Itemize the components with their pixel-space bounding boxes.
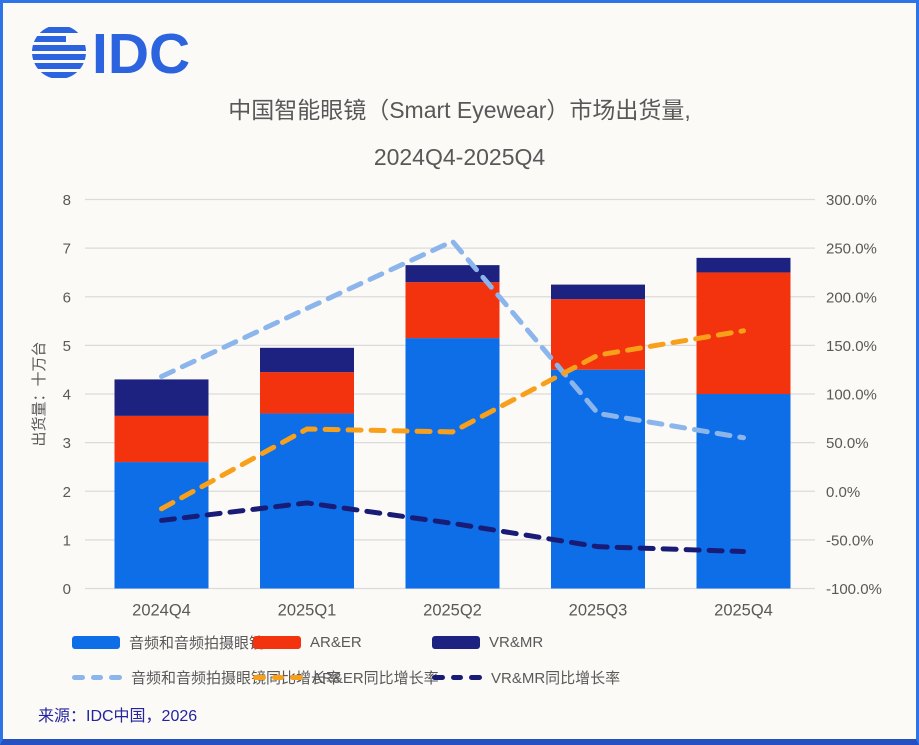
growth-line [159, 500, 746, 555]
left-axis-tick: 4 [63, 387, 71, 404]
bar-segment [551, 284, 645, 300]
legend-item: AR&ER同比增长率 [253, 667, 439, 688]
legend-label: 音频和音频拍摄眼镜 [129, 635, 265, 652]
legend-item: 音频和音频拍摄眼镜同比增长率 [72, 667, 341, 688]
left-axis-tick: 0 [63, 581, 71, 598]
growth-line [159, 238, 746, 441]
right-axis-tick: 200.0% [826, 289, 877, 306]
x-axis-label: 2025Q3 [569, 602, 628, 620]
chart-title-line1: 中国智能眼镜（Smart Eyewear）市场出货量, [228, 97, 691, 123]
chart-title-line2: 2024Q4-2025Q4 [373, 144, 546, 170]
bar-segment [114, 379, 209, 416]
legend-swatch-dash-icon [432, 675, 483, 680]
bar-segment [114, 462, 209, 589]
legend-label: 音频和音频拍摄眼镜同比增长率 [131, 670, 342, 687]
right-axis-tick: 300.0% [826, 192, 877, 209]
legend-swatch-solid-icon [72, 636, 120, 649]
left-axis-tick: 1 [63, 532, 71, 549]
x-axis-label: 2025Q1 [278, 602, 337, 620]
bar-segment [696, 394, 791, 589]
legend-label: VR&MR同比增长率 [491, 670, 621, 687]
right-axis-tick: 250.0% [826, 241, 877, 258]
right-axis-tick: -100.0% [826, 581, 882, 598]
left-axis-tick: 5 [63, 338, 71, 355]
growth-line [159, 328, 746, 512]
left-axis-tick: 6 [63, 289, 71, 306]
left-axis-tick: 3 [63, 435, 71, 452]
right-axis-tick: 100.0% [826, 387, 877, 404]
legend-item: AR&ER [253, 632, 432, 653]
x-axis-label: 2025Q2 [423, 602, 482, 620]
x-axis-label: 2024Q4 [132, 602, 191, 620]
legend-swatch-solid-icon [432, 636, 480, 649]
right-axis-tick: 150.0% [826, 338, 877, 355]
right-axis-tick: 50.0% [826, 435, 869, 452]
idc-logo: IDC [32, 22, 190, 84]
left-axis-tick: 7 [63, 241, 71, 258]
left-axis-title: 出货量：十万台 [31, 341, 48, 446]
legend-label: AR&ER同比增长率 [312, 670, 439, 687]
left-axis-tick: 8 [63, 192, 71, 209]
bar-segment [260, 347, 354, 373]
legend-swatch-dash-icon [253, 675, 304, 680]
legend-item: VR&MR同比增长率 [432, 667, 862, 688]
bar-segment [405, 282, 500, 339]
right-axis-tick: 0.0% [826, 484, 860, 501]
legend-swatch-dash-icon [72, 675, 123, 680]
idc-globe-icon [32, 27, 86, 78]
bar-segment [114, 415, 209, 463]
source-note: 来源：IDC中国，2026 [38, 708, 198, 725]
legend-label: VR&MR [489, 634, 544, 651]
idc-logo-text: IDC [92, 22, 190, 84]
x-axis-label: 2025Q4 [714, 602, 773, 620]
bar-segment [260, 372, 354, 414]
legend-label: AR&ER [310, 634, 362, 651]
chart-legend: 音频和音频拍摄眼镜 AR&ER VR&MR 音频和音频拍摄眼镜同比增长率 AR&ER同比… [72, 632, 862, 688]
left-axis-tick: 2 [63, 484, 71, 501]
combo-chart: 0 1 2 3 4 5 6 7 8 -100.0% -50.0% 0.0% 50.0% 100.0% 150… [31, 192, 882, 620]
legend-swatch-solid-icon [253, 636, 301, 649]
bar-segment [551, 369, 645, 589]
right-axis-tick: -50.0% [826, 532, 874, 549]
bar-segment [696, 257, 791, 273]
bar-segment [405, 338, 500, 589]
bar-segment [551, 299, 645, 370]
legend-item: VR&MR [432, 632, 862, 653]
legend-item: 音频和音频拍摄眼镜 [72, 632, 264, 653]
chart-title: 中国智能眼镜（Smart Eyewear）市场出货量, 2024Q4-2025Q… [0, 95, 919, 172]
